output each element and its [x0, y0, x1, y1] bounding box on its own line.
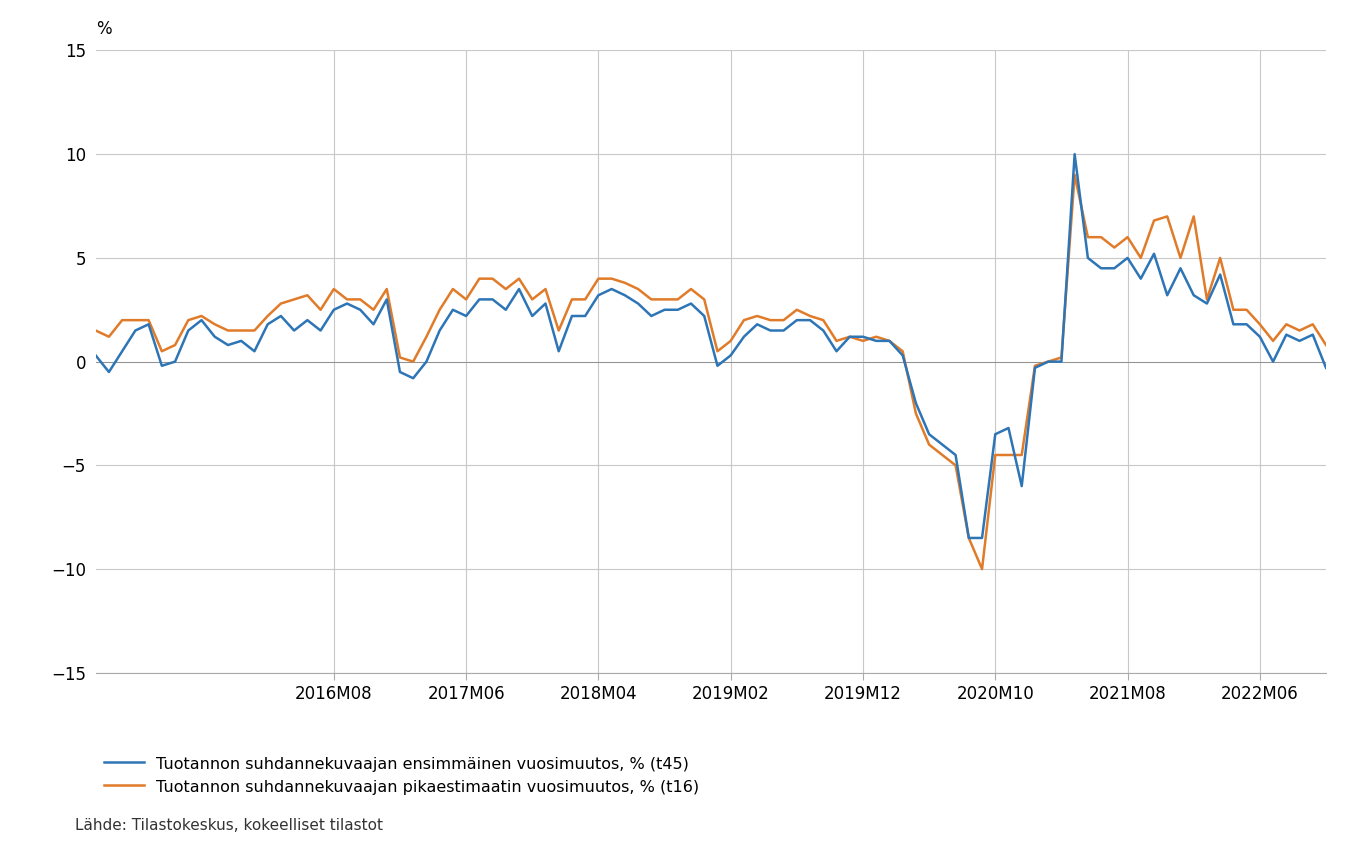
Line: Tuotannon suhdannekuvaajan ensimmäinen vuosimuutos, % (t45): Tuotannon suhdannekuvaajan ensimmäinen v…: [96, 154, 1326, 538]
Tuotannon suhdannekuvaajan pikaestimaatin vuosimuutos, % (t16): [828, 336, 845, 346]
Tuotannon suhdannekuvaajan ensimmäinen vuosimuutos, % (t45): [961, 533, 977, 543]
Tuotannon suhdannekuvaajan ensimmäinen vuosimuutos, % (t45): [405, 373, 421, 383]
Line: Tuotannon suhdannekuvaajan pikaestimaatin vuosimuutos, % (t16): Tuotannon suhdannekuvaajan pikaestimaati…: [96, 175, 1326, 569]
Tuotannon suhdannekuvaajan ensimmäinen vuosimuutos, % (t45): [603, 284, 619, 294]
Tuotannon suhdannekuvaajan pikaestimaatin vuosimuutos, % (t16): [405, 357, 421, 367]
Tuotannon suhdannekuvaajan pikaestimaatin vuosimuutos, % (t16): [603, 273, 619, 283]
Tuotannon suhdannekuvaajan pikaestimaatin vuosimuutos, % (t16): [563, 294, 580, 304]
Tuotannon suhdannekuvaajan ensimmäinen vuosimuutos, % (t45): [1027, 362, 1043, 373]
Tuotannon suhdannekuvaajan ensimmäinen vuosimuutos, % (t45): [563, 311, 580, 321]
Tuotannon suhdannekuvaajan ensimmäinen vuosimuutos, % (t45): [828, 346, 845, 357]
Tuotannon suhdannekuvaajan ensimmäinen vuosimuutos, % (t45): [1318, 362, 1334, 373]
Tuotannon suhdannekuvaajan ensimmäinen vuosimuutos, % (t45): [1066, 149, 1083, 159]
Text: Lähde: Tilastokeskus, kokeelliset tilastot: Lähde: Tilastokeskus, kokeelliset tilast…: [75, 817, 383, 833]
Tuotannon suhdannekuvaajan ensimmäinen vuosimuutos, % (t45): [87, 351, 104, 361]
Tuotannon suhdannekuvaajan pikaestimaatin vuosimuutos, % (t16): [1318, 340, 1334, 350]
Tuotannon suhdannekuvaajan pikaestimaatin vuosimuutos, % (t16): [1066, 170, 1083, 180]
Legend: Tuotannon suhdannekuvaajan ensimmäinen vuosimuutos, % (t45), Tuotannon suhdannek: Tuotannon suhdannekuvaajan ensimmäinen v…: [104, 755, 700, 795]
Tuotannon suhdannekuvaajan pikaestimaatin vuosimuutos, % (t16): [1027, 361, 1043, 371]
Text: %: %: [96, 20, 111, 38]
Tuotannon suhdannekuvaajan pikaestimaatin vuosimuutos, % (t16): [973, 564, 990, 574]
Tuotannon suhdannekuvaajan pikaestimaatin vuosimuutos, % (t16): [87, 325, 104, 336]
Tuotannon suhdannekuvaajan pikaestimaatin vuosimuutos, % (t16): [299, 290, 316, 300]
Tuotannon suhdannekuvaajan ensimmäinen vuosimuutos, % (t45): [299, 315, 316, 325]
